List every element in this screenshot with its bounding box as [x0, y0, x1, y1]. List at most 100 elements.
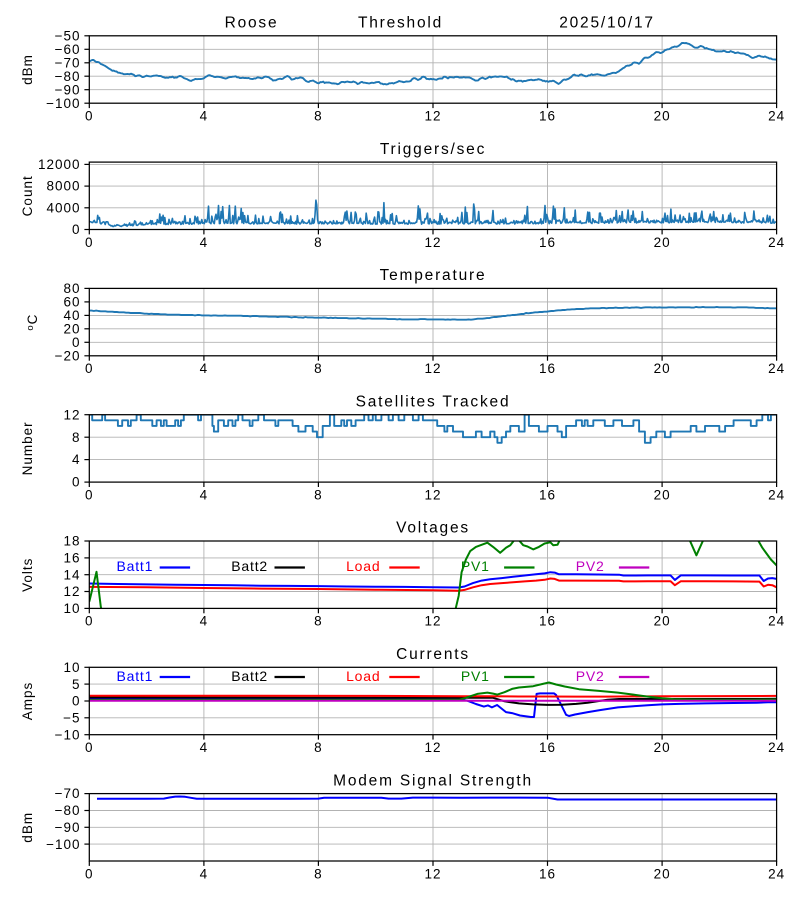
svg-text:8: 8	[314, 614, 323, 629]
svg-text:Satellites Tracked: Satellites Tracked	[356, 393, 511, 410]
svg-text:−100: −100	[46, 837, 80, 852]
svg-text:20: 20	[63, 321, 80, 336]
svg-text:10: 10	[63, 660, 80, 675]
svg-text:24: 24	[768, 614, 785, 629]
svg-text:8: 8	[314, 109, 323, 124]
svg-text:8: 8	[72, 430, 81, 445]
svg-text:12: 12	[424, 740, 441, 755]
svg-text:4: 4	[200, 235, 209, 250]
svg-text:20: 20	[654, 866, 671, 881]
svg-text:16: 16	[539, 235, 556, 250]
svg-text:16: 16	[539, 487, 556, 502]
svg-text:12: 12	[424, 361, 441, 376]
svg-text:24: 24	[768, 235, 785, 250]
svg-text:80: 80	[63, 281, 80, 296]
svg-text:10: 10	[63, 601, 80, 616]
svg-text:12: 12	[63, 407, 80, 422]
svg-text:0: 0	[85, 614, 94, 629]
svg-text:12: 12	[424, 235, 441, 250]
svg-text:−100: −100	[46, 96, 80, 111]
svg-text:−70: −70	[55, 786, 81, 801]
svg-text:14: 14	[63, 567, 80, 582]
svg-text:20: 20	[654, 361, 671, 376]
svg-text:16: 16	[539, 866, 556, 881]
svg-text:4000: 4000	[46, 200, 80, 215]
svg-text:20: 20	[654, 614, 671, 629]
svg-text:4: 4	[200, 740, 209, 755]
svg-text:Volts: Volts	[20, 558, 35, 592]
svg-text:Roose: Roose	[225, 15, 279, 32]
svg-text:0: 0	[85, 740, 94, 755]
svg-text:oC: oC	[25, 314, 40, 331]
svg-text:12: 12	[424, 109, 441, 124]
svg-text:0: 0	[72, 335, 81, 350]
svg-text:12: 12	[63, 584, 80, 599]
svg-text:24: 24	[768, 487, 785, 502]
svg-text:Batt2: Batt2	[231, 668, 268, 684]
svg-text:12: 12	[424, 866, 441, 881]
svg-text:PV2: PV2	[576, 558, 605, 574]
svg-text:2025/10/17: 2025/10/17	[559, 15, 655, 32]
svg-text:20: 20	[654, 487, 671, 502]
svg-text:20: 20	[654, 109, 671, 124]
svg-text:0: 0	[72, 694, 81, 709]
svg-text:8: 8	[314, 235, 323, 250]
svg-text:16: 16	[539, 361, 556, 376]
svg-text:Number: Number	[20, 421, 35, 475]
svg-text:−80: −80	[55, 803, 81, 818]
svg-text:4: 4	[200, 361, 209, 376]
svg-text:0: 0	[85, 109, 94, 124]
svg-text:−5: −5	[63, 710, 80, 725]
svg-text:8: 8	[314, 866, 323, 881]
svg-text:dBm: dBm	[20, 812, 35, 843]
svg-text:Temperature: Temperature	[380, 267, 487, 284]
svg-text:60: 60	[63, 295, 80, 310]
svg-text:−90: −90	[55, 82, 81, 97]
svg-text:Voltages: Voltages	[396, 520, 470, 537]
svg-text:16: 16	[539, 740, 556, 755]
svg-text:24: 24	[768, 866, 785, 881]
svg-text:PV1: PV1	[461, 668, 490, 684]
svg-text:PV2: PV2	[576, 668, 605, 684]
svg-text:Load: Load	[346, 668, 380, 684]
svg-text:0: 0	[85, 487, 94, 502]
svg-text:Triggers/sec: Triggers/sec	[380, 141, 486, 158]
svg-text:Count: Count	[20, 175, 35, 216]
svg-text:4: 4	[200, 866, 209, 881]
svg-text:4: 4	[200, 109, 209, 124]
svg-text:8: 8	[314, 361, 323, 376]
svg-text:12000: 12000	[38, 157, 81, 172]
svg-text:5: 5	[72, 677, 81, 692]
svg-text:24: 24	[768, 361, 785, 376]
svg-text:8: 8	[314, 740, 323, 755]
svg-text:PV1: PV1	[461, 558, 490, 574]
svg-text:Batt1: Batt1	[117, 558, 154, 574]
svg-text:−60: −60	[55, 42, 81, 57]
svg-text:40: 40	[63, 308, 80, 323]
svg-text:Amps: Amps	[20, 682, 35, 721]
svg-text:16: 16	[539, 614, 556, 629]
svg-text:8000: 8000	[46, 179, 80, 194]
svg-text:Threshold: Threshold	[358, 15, 443, 32]
svg-text:20: 20	[654, 235, 671, 250]
svg-text:4: 4	[200, 614, 209, 629]
svg-text:−20: −20	[55, 348, 81, 363]
svg-text:Modem Signal Strength: Modem Signal Strength	[333, 772, 533, 789]
svg-text:0: 0	[85, 235, 94, 250]
svg-text:16: 16	[539, 109, 556, 124]
svg-text:4: 4	[72, 452, 81, 467]
svg-text:Load: Load	[346, 558, 380, 574]
svg-text:16: 16	[63, 551, 80, 566]
svg-text:−70: −70	[55, 55, 81, 70]
svg-text:0: 0	[72, 475, 81, 490]
svg-text:24: 24	[768, 109, 785, 124]
svg-text:20: 20	[654, 740, 671, 755]
svg-text:12: 12	[424, 614, 441, 629]
svg-text:0: 0	[72, 222, 81, 237]
svg-text:−80: −80	[55, 69, 81, 84]
svg-text:8: 8	[314, 487, 323, 502]
svg-text:−50: −50	[55, 28, 81, 43]
svg-text:12: 12	[424, 487, 441, 502]
svg-text:0: 0	[85, 866, 94, 881]
svg-text:−90: −90	[55, 820, 81, 835]
